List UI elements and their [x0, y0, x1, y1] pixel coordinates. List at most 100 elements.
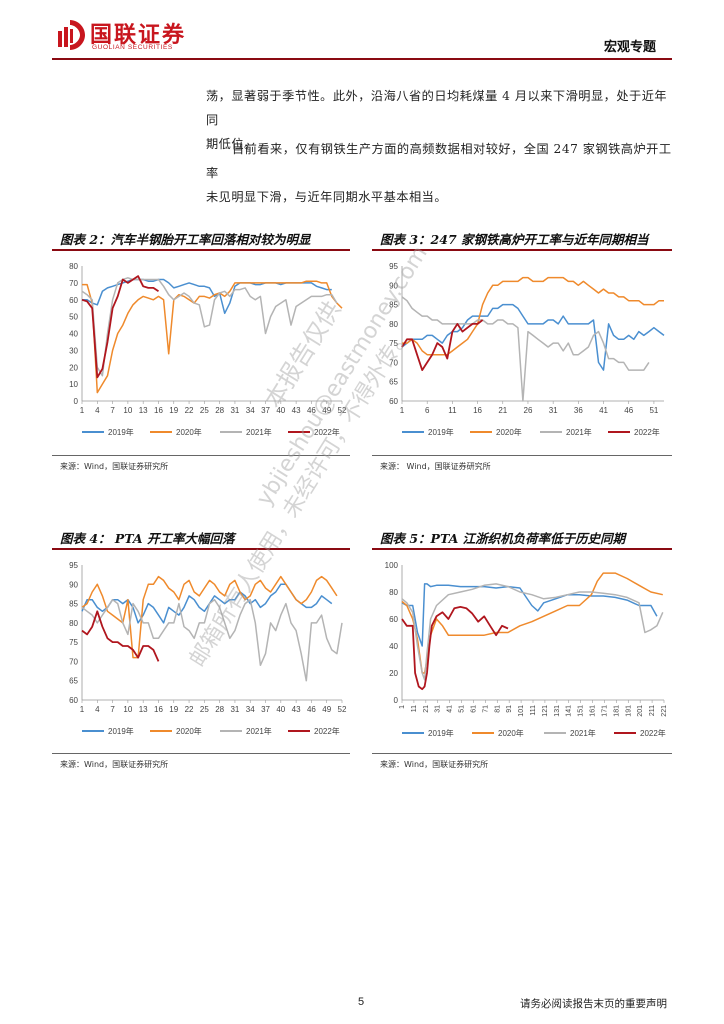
- x-tick-label: 6: [425, 406, 430, 415]
- x-tick-label: 201: [637, 705, 644, 717]
- x-tick-label: 21: [498, 406, 507, 415]
- x-tick-label: 16: [473, 406, 482, 415]
- y-tick-label: 60: [69, 296, 78, 305]
- x-tick-label: 131: [554, 705, 561, 717]
- series-line-2021: [401, 296, 650, 402]
- x-tick-label: 25: [200, 406, 209, 415]
- series-line-2022: [81, 275, 159, 379]
- x-tick-label: 1: [80, 406, 85, 415]
- legend-label: 2020年: [496, 427, 522, 437]
- y-tick-label: 90: [389, 281, 398, 290]
- x-tick-label: 22: [185, 705, 194, 714]
- x-tick-label: 52: [338, 705, 347, 714]
- x-tick-label: 1: [399, 705, 406, 709]
- series-line-2019: [401, 583, 658, 647]
- series-line-2022: [401, 606, 509, 691]
- x-tick-label: 34: [246, 406, 255, 415]
- x-tick-label: 1: [400, 406, 405, 415]
- y-tick-label: 60: [69, 696, 78, 705]
- x-tick-label: 51: [649, 406, 658, 415]
- figure-2-title-rule: [52, 249, 350, 251]
- y-tick-label: 60: [389, 397, 398, 406]
- figure-5-title: 图表 5：PTA 江浙织机负荷率低于历史同期: [380, 531, 626, 546]
- y-tick-label: 65: [69, 677, 78, 686]
- figure-5-source: 来源：Wind，国联证券研究所: [380, 760, 489, 769]
- y-tick-label: 80: [69, 619, 78, 628]
- y-tick-label: 80: [389, 320, 398, 329]
- x-tick-label: 171: [601, 705, 608, 717]
- paragraph-line: 目前看来，仅有钢铁生产方面的高频数据相对较好，全国 247 家钢铁高炉开工率: [206, 142, 672, 180]
- x-tick-label: 11: [448, 406, 457, 415]
- legend-label: 2022年: [634, 427, 660, 437]
- x-tick-label: 61: [470, 705, 477, 713]
- x-tick-label: 4: [95, 406, 100, 415]
- x-tick-label: 161: [590, 705, 597, 717]
- y-tick-label: 80: [389, 588, 398, 597]
- x-tick-label: 10: [123, 406, 132, 415]
- series-line-2021: [81, 598, 343, 682]
- figure-3-title: 图表 3：247 家钢铁高炉开工率与近年同期相当: [380, 232, 649, 247]
- x-tick-label: 4: [95, 705, 100, 714]
- figure-4-source: 来源：Wind，国联证券研究所: [60, 760, 169, 769]
- legend-label: 2020年: [176, 726, 202, 736]
- x-tick-label: 16: [154, 705, 163, 714]
- header: 国联证券 GUOLIAN SECURITIES 宏观专题: [0, 0, 724, 62]
- x-tick-label: 52: [338, 406, 347, 415]
- y-tick-label: 10: [69, 380, 78, 389]
- legend-label: 2021年: [566, 427, 592, 437]
- figure-2-title: 图表 2：汽车半钢胎开工率回落相对较为明显: [60, 232, 311, 247]
- paragraph-line: 荡，显著弱于季节性。此外，沿海八省的日均耗煤量 4 月以来下滑明显，处于近年同: [206, 89, 668, 127]
- y-tick-label: 20: [389, 669, 398, 678]
- x-tick-label: 151: [578, 705, 585, 717]
- y-tick-label: 40: [389, 642, 398, 651]
- x-tick-label: 41: [599, 406, 608, 415]
- series-line-2020: [82, 280, 343, 394]
- section-title: 宏观专题: [604, 40, 657, 55]
- body-paragraph-2: 目前看来，仅有钢铁生产方面的高频数据相对较好，全国 247 家钢铁高炉开工率 未…: [206, 137, 676, 209]
- figure-4-title-rule: [52, 548, 350, 550]
- figure-3-source-rule: [372, 455, 672, 456]
- x-tick-label: 221: [661, 705, 668, 717]
- x-tick-label: 46: [307, 406, 316, 415]
- x-tick-label: 91: [506, 705, 513, 713]
- y-tick-label: 60: [389, 615, 398, 624]
- header-rule: [52, 58, 672, 60]
- figure-2-source-rule: [52, 455, 350, 456]
- y-tick-label: 100: [385, 561, 399, 570]
- series-line-2020: [81, 575, 338, 659]
- x-tick-label: 37: [261, 705, 270, 714]
- legend-label: 2019年: [428, 427, 454, 437]
- x-tick-label: 71: [482, 705, 489, 713]
- figure-3-source: 来源： Wind，国联证券研究所: [380, 462, 491, 471]
- y-tick-label: 70: [69, 279, 78, 288]
- x-tick-label: 31: [230, 705, 239, 714]
- series-line-2021: [81, 277, 338, 377]
- x-tick-label: 19: [169, 705, 178, 714]
- y-tick-label: 75: [69, 638, 78, 647]
- legend-label: 2020年: [498, 728, 524, 738]
- x-tick-label: 13: [139, 705, 148, 714]
- x-tick-label: 141: [566, 705, 573, 717]
- y-tick-label: 70: [389, 358, 398, 367]
- figure-5-source-rule: [372, 753, 672, 754]
- figure-5-title-rule: [372, 548, 672, 550]
- series-line-2022: [81, 610, 160, 662]
- disclaimer-note: 请务必阅读报告末页的重要声明: [520, 998, 667, 1010]
- figure-4-source-rule: [52, 753, 350, 754]
- x-tick-label: 31: [230, 406, 239, 415]
- x-tick-label: 41: [447, 705, 454, 713]
- series-line-2019: [82, 278, 332, 315]
- y-tick-label: 30: [69, 346, 78, 355]
- legend-label: 2022年: [314, 427, 340, 437]
- y-tick-label: 20: [69, 363, 78, 372]
- y-tick-label: 80: [69, 262, 78, 271]
- x-tick-label: 13: [139, 406, 148, 415]
- figure-4-chart: 60 65 70 75 80 85 90 95 1 4 7 10 13 16 19 22 25 28 31 34 37 4…: [69, 561, 347, 736]
- figure-3-title-rule: [372, 249, 672, 251]
- x-tick-label: 211: [649, 705, 656, 716]
- x-tick-label: 121: [542, 705, 549, 717]
- x-tick-label: 1: [80, 705, 85, 714]
- x-tick-label: 40: [276, 406, 285, 415]
